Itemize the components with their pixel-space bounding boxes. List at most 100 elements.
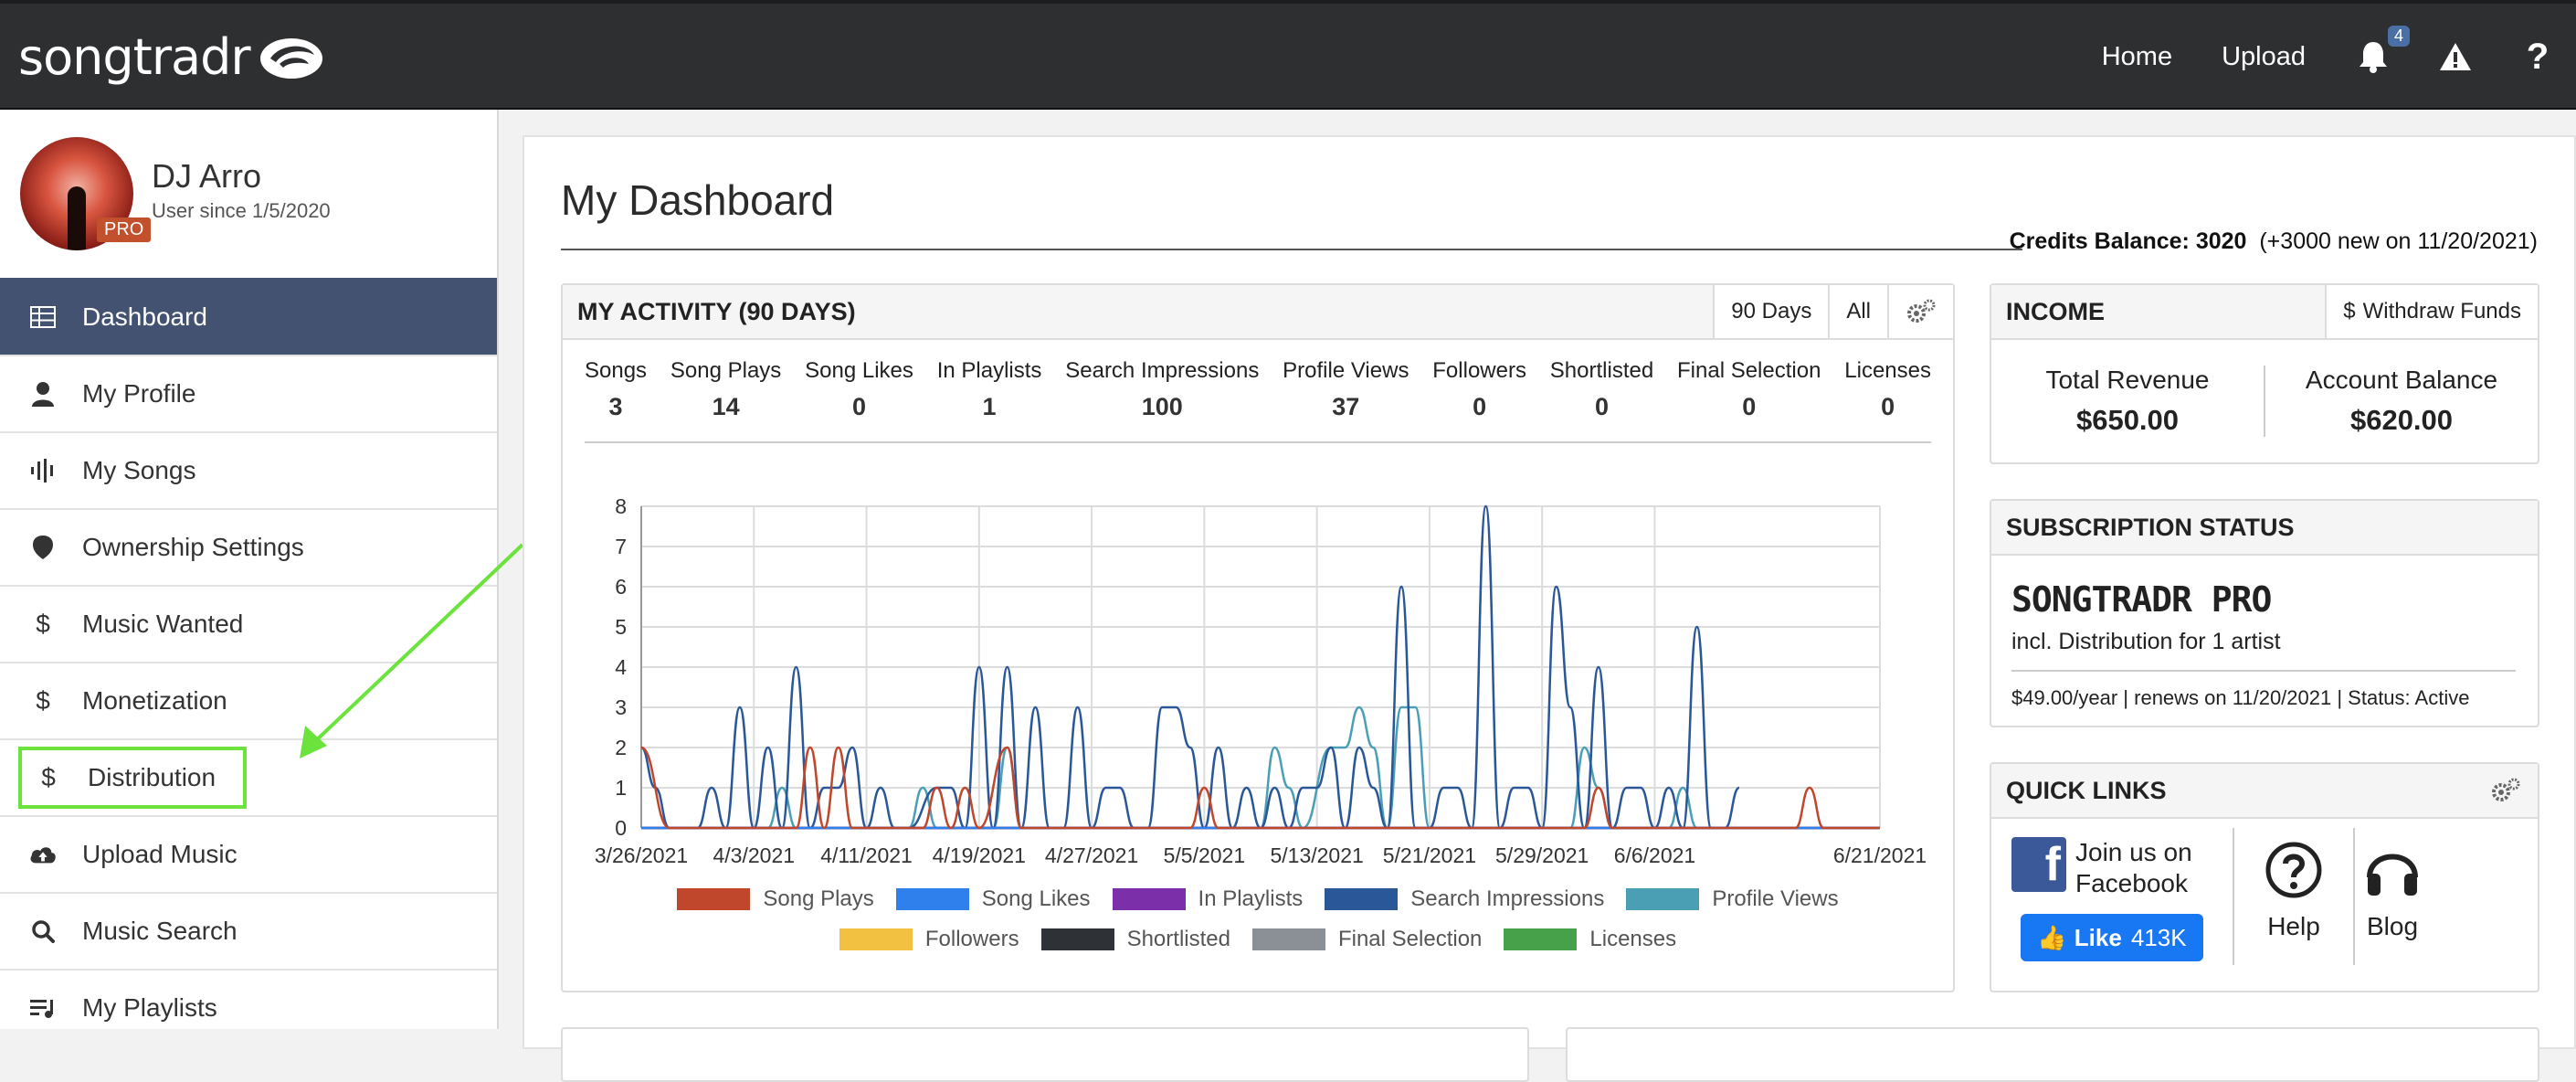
legend-item[interactable]: Search Impressions (1325, 886, 1604, 912)
stat-value: 0 (1742, 393, 1757, 420)
sidebar-item-dashboard[interactable]: Dashboard (0, 278, 497, 355)
subscription-panel: SUBSCRIPTION STATUS SONGTRADR PRO incl. … (1990, 499, 2539, 727)
stat-search-impressions: Search Impressions 100 (1065, 358, 1259, 421)
activity-stats: Songs 3 Song Plays 14 Song Likes 0 In Playlist… (563, 340, 1953, 421)
sidebar-item-music-search[interactable]: Music Search (0, 892, 497, 969)
subscription-plan: SONGTRADR PRO (2011, 579, 2272, 620)
stat-value: 0 (851, 393, 867, 420)
stat-value: 100 (1141, 393, 1183, 420)
dollar-icon: $ (36, 686, 50, 715)
quick-links-settings-button[interactable] (2474, 764, 2538, 817)
bell-icon (2360, 42, 2387, 73)
legend-item[interactable]: Licenses (1504, 927, 1676, 952)
credits-note: (+3000 new on 11/20/2021) (2259, 228, 2538, 254)
stat-shortlisted: Shortlisted 0 (1550, 358, 1653, 421)
subscription-divider (2011, 670, 2516, 672)
thumbs-up-icon: 👍 (2037, 923, 2067, 951)
stat-value: 0 (1881, 393, 1895, 420)
activity-title: MY ACTIVITY (90 DAYS) (577, 297, 856, 325)
stat-label: Shortlisted (1549, 358, 1654, 383)
x-tick-label: 4/27/2021 (1045, 843, 1138, 867)
sidebar-item-label: Distribution (88, 763, 216, 791)
nav-upload-link[interactable]: Upload (2222, 41, 2306, 71)
legend-item[interactable]: In Playlists (1112, 886, 1303, 912)
legend-swatch (1325, 888, 1399, 910)
total-revenue: Total Revenue $650.00 (1991, 366, 2264, 437)
legend-label: Song Likes (981, 886, 1091, 911)
legend-swatch (1504, 928, 1578, 950)
sidebar-item-label: Dashboard (82, 302, 207, 331)
y-tick-label: 1 (615, 776, 627, 800)
legend-label: Final Selection (1337, 927, 1483, 951)
activity-settings-button[interactable] (1887, 285, 1953, 338)
blog-link[interactable]: Blog (2342, 841, 2443, 941)
user-profile-card: PRO DJ Arro User since 1/5/2020 (0, 110, 497, 278)
alerts-button[interactable] (2437, 38, 2474, 75)
y-tick-label: 5 (615, 615, 627, 639)
top-navbar: songtradr Home Upload 4 ? (0, 0, 2576, 110)
x-tick-label: 4/11/2021 (820, 843, 913, 867)
facebook-icon[interactable]: f (2011, 837, 2066, 892)
legend-item[interactable]: Profile Views (1626, 886, 1839, 912)
gears-icon (1907, 299, 1936, 323)
search-icon (29, 919, 57, 943)
legend-swatch (895, 888, 969, 910)
y-tick-label: 8 (615, 495, 627, 518)
sidebar-item-label: My Profile (82, 379, 196, 408)
sidebar-item-my-profile[interactable]: My Profile (0, 355, 497, 431)
y-tick-label: 3 (615, 695, 627, 719)
stat-value: 37 (1332, 393, 1360, 420)
cloud-upload-icon (29, 843, 57, 865)
user-icon (29, 381, 57, 407)
like-count: 413K (2130, 923, 2187, 951)
range-all-button[interactable]: All (1828, 285, 1887, 338)
nav-home-link[interactable]: Home (2101, 41, 2173, 71)
x-tick-label: 6/6/2021 (1614, 843, 1696, 867)
help-button[interactable]: ? (2519, 36, 2556, 77)
withdraw-funds-label: Withdraw Funds (2362, 299, 2521, 324)
annotation-arrow (300, 543, 524, 758)
range-90-days-button[interactable]: 90 Days (1713, 285, 1829, 338)
legend-item[interactable]: Followers (839, 927, 1019, 952)
sidebar-item-distribution[interactable]: $ Distribution (0, 738, 497, 815)
y-tick-label: 6 (615, 575, 627, 599)
legend-item[interactable]: Song Likes (895, 886, 1091, 912)
legend-item[interactable]: Final Selection (1251, 927, 1483, 952)
table-icon (29, 306, 57, 328)
help-icon: ? (2526, 36, 2550, 77)
sidebar-item-monetization[interactable]: $ Monetization (0, 662, 497, 738)
total-revenue-value: $650.00 (2075, 404, 2180, 436)
activity-panel: MY ACTIVITY (90 DAYS) 90 Days All Songs 3… (561, 283, 1955, 992)
quick-links-panel: QUICK LINKS f Join us on Facebook 👍 L (1990, 762, 2539, 992)
sidebar-item-my-songs[interactable]: My Songs (0, 431, 497, 508)
waveform-icon (29, 459, 57, 483)
notifications-bell[interactable]: 4 (2355, 26, 2410, 75)
sidebar-item-ownership-settings[interactable]: Ownership Settings (0, 508, 497, 585)
stat-songs: Songs 3 (585, 358, 647, 421)
legend-item[interactable]: Song Plays (677, 886, 874, 912)
quick-links-title: QUICK LINKS (2006, 776, 2167, 804)
main-content: My Dashboard Credits Balance: 3020 (+300… (523, 135, 2576, 1082)
sidebar-item-my-playlists[interactable]: My Playlists (0, 969, 497, 1045)
sidebar-item-music-wanted[interactable]: $ Music Wanted (0, 585, 497, 662)
subscription-detail: incl. Distribution for 1 artist (2011, 629, 2281, 654)
help-link[interactable]: Help (2243, 841, 2344, 941)
sidebar-item-label: My Playlists (82, 993, 217, 1022)
stat-label: Licenses (1844, 358, 1931, 383)
x-tick-label: 5/21/2021 (1383, 843, 1476, 867)
stat-label: Profile Views (1283, 358, 1409, 383)
user-since: User since 1/5/2020 (152, 199, 331, 222)
stat-followers: Followers 0 (1432, 358, 1526, 421)
facebook-like-button[interactable]: 👍 Like 413K (2021, 914, 2203, 961)
sidebar-item-upload-music[interactable]: Upload Music (0, 815, 497, 892)
quick-links-panel-header: QUICK LINKS (1991, 764, 2538, 819)
dollar-icon: $ (36, 610, 50, 638)
facebook-link[interactable]: Join us on Facebook (2075, 837, 2192, 899)
legend-item[interactable]: Shortlisted (1040, 927, 1230, 952)
withdraw-funds-button[interactable]: $ Withdraw Funds (2325, 285, 2538, 338)
facebook-line-1: Join us on (2075, 838, 2192, 866)
income-panel-header: INCOME $ Withdraw Funds (1991, 285, 2538, 340)
total-revenue-label: Total Revenue (2045, 366, 2210, 394)
blog-label: Blog (2366, 912, 2419, 940)
songtradr-logo[interactable]: songtradr (18, 28, 325, 86)
